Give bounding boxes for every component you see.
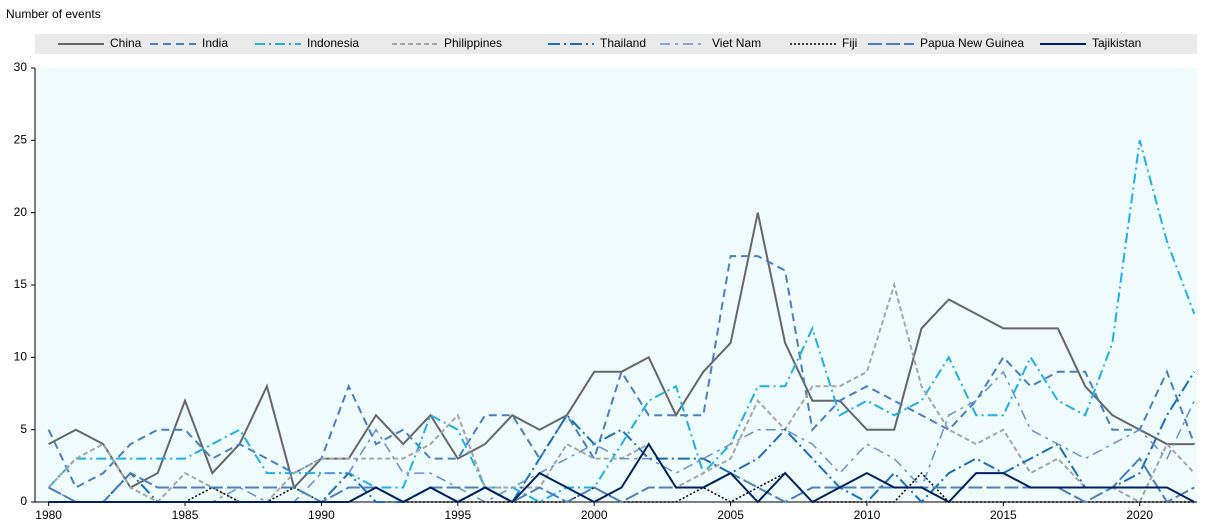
series-line [47, 255, 1196, 489]
legend-label: Thailand [600, 36, 646, 50]
series-line [48, 442, 1195, 504]
y-tick-label: 30 [14, 60, 28, 74]
series-line [48, 370, 1195, 503]
legend-label: Tajikistan [1092, 36, 1141, 50]
x-tick-label: 1985 [172, 508, 199, 522]
x-tick-label: 1995 [444, 508, 471, 522]
y-axis-label: Number of events [6, 7, 101, 21]
x-tick-label: 1980 [35, 508, 62, 522]
legend-label: Viet Nam [712, 36, 761, 50]
legend-label: Papua New Guinea [920, 36, 1024, 50]
legend-label: Fiji [842, 36, 857, 50]
y-tick-label: 25 [14, 133, 28, 147]
plot-background [35, 68, 1197, 502]
x-tick-label: 2005 [717, 508, 744, 522]
y-tick-label: 20 [14, 205, 28, 219]
legend-label: Philippines [444, 36, 502, 50]
x-tick-label: 2000 [581, 508, 608, 522]
legend-label: India [202, 36, 228, 50]
x-tick-label: 1990 [308, 508, 335, 522]
legend-label: China [110, 36, 142, 50]
series-line [48, 456, 1195, 504]
y-tick-label: 10 [14, 350, 28, 364]
x-tick-label: 2015 [990, 508, 1017, 522]
y-tick-label: 0 [20, 494, 27, 508]
legend-label: Indonesia [307, 36, 359, 50]
legend-background [35, 34, 1197, 54]
x-tick-label: 2020 [1126, 508, 1153, 522]
y-tick-label: 15 [14, 277, 28, 291]
y-tick-label: 5 [20, 422, 27, 436]
series-line [47, 140, 1196, 504]
x-tick-label: 2010 [854, 508, 881, 522]
